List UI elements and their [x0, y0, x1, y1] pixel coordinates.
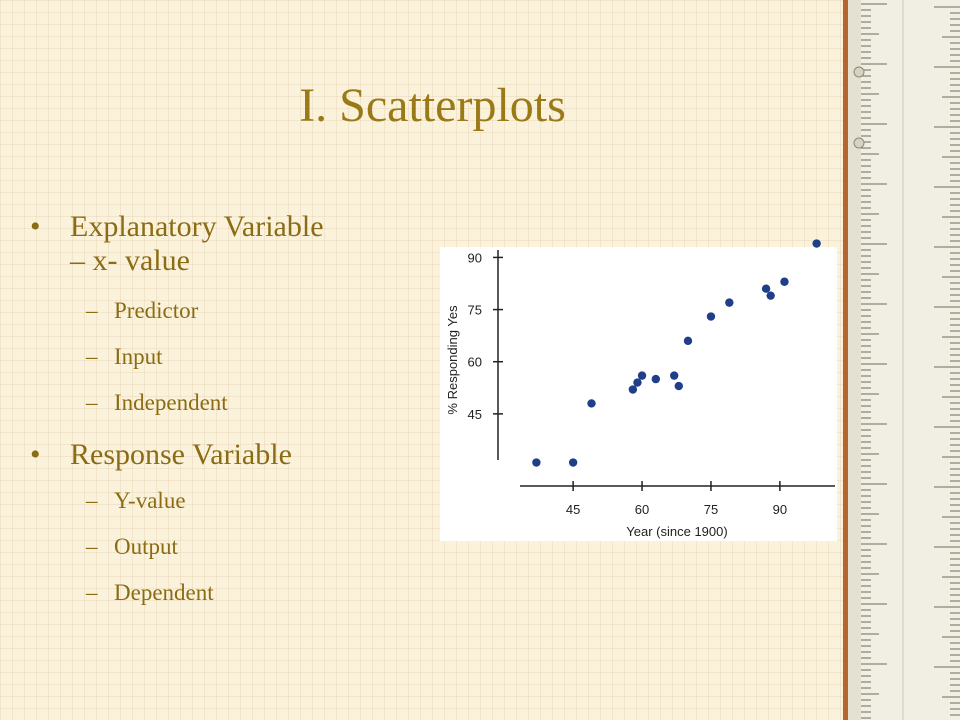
scatter-point — [780, 277, 789, 286]
y-tick-label: 90 — [468, 250, 482, 265]
bullet-explanatory-text2: – x- value — [70, 244, 190, 277]
y-tick-label: 75 — [468, 303, 482, 318]
bullet-explanatory-text: Explanatory Variable — [70, 210, 324, 243]
sub-bullet-predictor: – Predictor — [86, 298, 199, 323]
scatter-point — [706, 312, 716, 321]
scatter-point — [628, 385, 638, 394]
sub-bullet-text: Dependent — [114, 580, 214, 605]
bullet-response-text: Response Variable — [70, 438, 292, 471]
scatter-point — [683, 336, 693, 346]
ruler-decoration — [843, 0, 960, 720]
y-tick-label: 60 — [468, 355, 482, 370]
y-axis-label: % Responding Yes — [445, 305, 460, 415]
x-tick-label: 60 — [635, 502, 649, 517]
scatter-point — [812, 239, 821, 248]
scatter-point — [674, 381, 683, 391]
bullet-list: • Explanatory Variable – x- value – Predi… — [30, 210, 430, 616]
sub-bullet-dependent: – Dependent — [86, 580, 214, 605]
y-tick-label: 45 — [468, 407, 482, 422]
scatter-point — [568, 458, 578, 467]
scatter-point — [725, 298, 734, 307]
sub-bullet-text: Input — [114, 344, 163, 369]
sub-bullet-independent: – Independent — [86, 390, 228, 415]
sub-bullet-input: – Input — [86, 344, 163, 369]
bullet-response: • Response Variable — [30, 438, 430, 472]
bullet-dot: • — [30, 210, 41, 243]
x-tick-label: 45 — [566, 502, 580, 517]
x-tick-label: 75 — [704, 502, 718, 517]
sub-bullet-text: Y-value — [114, 488, 186, 513]
scatter-point — [761, 284, 771, 293]
sub-bullet-y-value: – Y-value — [86, 488, 186, 513]
scatter-point — [670, 371, 679, 380]
x-tick-label: 90 — [773, 502, 787, 517]
scatter-point — [587, 399, 596, 408]
sub-bullet-output: – Output — [86, 534, 178, 559]
sub-bullet-text: Independent — [114, 390, 228, 415]
sub-bullet-text: Output — [114, 534, 178, 559]
scatter-point — [651, 374, 661, 384]
scatter-point — [633, 378, 642, 387]
sub-bullet-text: Predictor — [114, 298, 199, 323]
x-axis-label: Year (since 1900) — [626, 524, 727, 539]
bullet-dot: • — [30, 438, 41, 471]
scatter-point — [766, 291, 775, 300]
scatter-point — [532, 458, 541, 467]
slide-title: I. Scatterplots — [299, 79, 566, 132]
scatter-point — [637, 371, 647, 380]
bullet-explanatory: • Explanatory Variable – x- value — [30, 210, 430, 278]
